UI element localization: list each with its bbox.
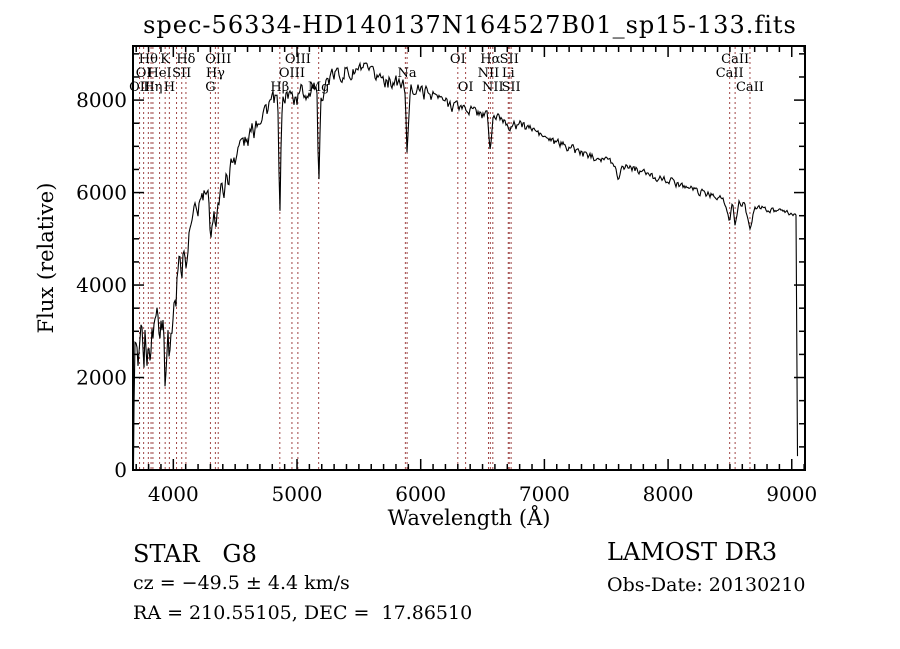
- spectral-line-label: Hθ: [139, 52, 158, 67]
- page-title: spec-56334-HD140137N164527B01_sp15-133.f…: [143, 11, 797, 39]
- spectral-line-label: NII: [478, 66, 500, 81]
- spectral-line-label: NII: [482, 80, 504, 95]
- spectral-line-label: OI: [450, 52, 466, 67]
- obs-date-text: Obs-Date: 20130210: [607, 574, 806, 596]
- spectral-line-label: K: [160, 52, 170, 67]
- classification-text: STAR G8: [133, 540, 257, 568]
- ra-dec-text: RA = 210.55105, DEC = 17.86510: [133, 602, 473, 624]
- spectral-line-label: SII: [502, 80, 521, 95]
- spectral-line-label: Hγ: [206, 66, 225, 81]
- y-tick-label: 4000: [76, 273, 127, 297]
- x-axis-label: Wavelength (Å): [387, 506, 551, 530]
- spectrum-curve: [132, 61, 799, 466]
- x-tick-label: 9000: [766, 482, 817, 506]
- x-tick-label: 5000: [272, 482, 323, 506]
- spectral-line-label: CaII: [721, 52, 749, 67]
- spectral-line-label: OI: [136, 66, 152, 81]
- y-tick-label: 6000: [76, 181, 127, 205]
- spectral-line-label: G: [205, 80, 215, 95]
- radial-velocity-text: cz = −49.5 ± 4.4 km/s: [133, 572, 350, 594]
- spectral-line-markers: [139, 47, 751, 469]
- spectral-line-label: Hα: [480, 52, 500, 67]
- x-tick-label: 6000: [395, 482, 446, 506]
- spectral-line-label: H: [164, 80, 175, 95]
- spectral-line-label: OIII: [279, 66, 305, 81]
- spectral-line-label: Na: [398, 66, 417, 81]
- spectral-line-label: OI: [458, 80, 474, 95]
- spectral-line-label: OIII: [285, 52, 311, 67]
- spectral-line-label: Hη: [143, 80, 162, 95]
- axis-ticks: [133, 46, 805, 471]
- y-tick-label: 0: [114, 458, 127, 482]
- spectral-line-label: Hδ: [176, 52, 195, 67]
- spectral-line-label: SII: [500, 52, 519, 67]
- x-tick-label: 8000: [643, 482, 694, 506]
- spectral-line-label: HeI: [148, 66, 172, 81]
- y-axis-label: Flux (relative): [34, 182, 58, 334]
- spectral-line-label: OIII: [205, 52, 231, 67]
- spectral-line-label: Li: [502, 66, 515, 81]
- y-tick-labels: 0 2000 4000 6000 8000: [76, 88, 127, 482]
- spectral-line-label: CaII: [736, 80, 764, 95]
- spectral-line-label: Hβ: [270, 80, 289, 95]
- spectral-line-label: OII: [129, 80, 150, 95]
- x-tick-label: 7000: [519, 482, 570, 506]
- x-tick-label: 4000: [148, 482, 199, 506]
- survey-release-text: LAMOST DR3: [607, 538, 778, 566]
- spectral-line-label: CaII: [716, 66, 744, 81]
- plot-frame: [132, 45, 806, 471]
- spectral-line-label: SII: [172, 66, 191, 81]
- y-tick-label: 2000: [76, 366, 127, 390]
- y-tick-label: 8000: [76, 88, 127, 112]
- x-tick-labels: 4000 5000 6000 7000 8000 9000: [148, 482, 817, 506]
- spectral-line-labels: OIIOIHθHηHeIKHSIIHδGHγOIIIHβOIIIOIIIMgNa…: [129, 52, 764, 95]
